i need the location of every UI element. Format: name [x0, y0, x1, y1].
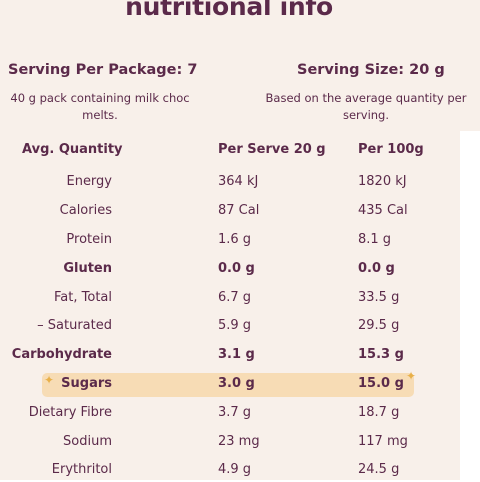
table-row-energy: Energy 364 kJ 1820 kJ	[0, 170, 460, 194]
row-per-serve: 4.9 g	[218, 462, 252, 477]
row-per-serve: 3.1 g	[218, 347, 255, 362]
row-per-serve: 87 Cal	[218, 203, 260, 218]
header-avg-quantity: Avg. Quantity	[22, 142, 123, 157]
sparkle-icon: ✦	[44, 373, 55, 387]
table-row-gluten: Gluten 0.0 g 0.0 g	[0, 257, 460, 281]
row-label: Gluten	[63, 261, 112, 276]
row-per-100g: 0.0 g	[358, 261, 395, 276]
table-row-carbohydrate: Carbohydrate 3.1 g 15.3 g	[0, 343, 460, 367]
table-row-dietary-fibre: Dietary Fibre 3.7 g 18.7 g	[0, 401, 460, 425]
table-row-protein: Protein 1.6 g 8.1 g	[0, 228, 460, 252]
row-per-100g: 15.0 g	[358, 376, 404, 391]
row-per-100g: 29.5 g	[358, 318, 400, 333]
row-per-serve: 0.0 g	[218, 261, 255, 276]
serving-info-panel	[0, 0, 480, 131]
row-per-100g: 15.3 g	[358, 347, 404, 362]
table-row-calories: Calories 87 Cal 435 Cal	[0, 199, 460, 223]
row-per-100g: 1820 kJ	[358, 174, 407, 189]
row-label: Fat, Total	[54, 290, 112, 305]
row-label: Energy	[66, 174, 112, 189]
table-row-saturated: – Saturated 5.9 g 29.5 g	[0, 314, 460, 338]
row-label: Calories	[59, 203, 112, 218]
row-per-serve: 3.7 g	[218, 405, 252, 420]
sparkle-icon: ✦	[406, 369, 417, 383]
row-per-serve: 1.6 g	[218, 232, 252, 247]
table-row-fat-total: Fat, Total 6.7 g 33.5 g	[0, 286, 460, 310]
row-per-100g: 33.5 g	[358, 290, 400, 305]
row-label: Dietary Fibre	[28, 405, 112, 420]
row-per-100g: 24.5 g	[358, 462, 400, 477]
row-label: Carbohydrate	[11, 347, 112, 362]
row-per-100g: 8.1 g	[358, 232, 392, 247]
row-label: Protein	[66, 232, 112, 247]
sugars-highlight	[42, 373, 414, 397]
nutrition-table-panel	[0, 131, 460, 480]
serving-size-note: Based on the average quantity per servin…	[265, 91, 467, 122]
row-label: Sugars	[61, 376, 112, 391]
row-label: Sodium	[63, 434, 112, 449]
row-per-serve: 23 mg	[218, 434, 260, 449]
row-per-100g: 117 mg	[358, 434, 408, 449]
table-row-sodium: Sodium 23 mg 117 mg	[0, 430, 460, 454]
serving-per-package: Serving Per Package: 7	[8, 62, 198, 78]
table-row-erythritol: Erythritol 4.9 g 24.5 g	[0, 458, 460, 482]
row-per-serve: 3.0 g	[218, 376, 255, 391]
row-label: Erythritol	[51, 462, 112, 477]
table-row-sugars: Sugars 3.0 g 15.0 g	[0, 372, 460, 396]
row-per-100g: 18.7 g	[358, 405, 400, 420]
row-per-100g: 435 Cal	[358, 203, 408, 218]
serving-size: Serving Size: 20 g	[297, 62, 445, 78]
row-per-serve: 6.7 g	[218, 290, 252, 305]
header-per-100g: Per 100g	[358, 142, 424, 157]
serving-per-package-note: 40 g pack containing milk choc melts.	[10, 91, 190, 122]
header-per-serve: Per Serve 20 g	[218, 142, 326, 157]
row-per-serve: 5.9 g	[218, 318, 252, 333]
row-per-serve: 364 kJ	[218, 174, 259, 189]
page-title: nutritional info	[125, 0, 333, 21]
row-label: – Saturated	[37, 318, 112, 333]
